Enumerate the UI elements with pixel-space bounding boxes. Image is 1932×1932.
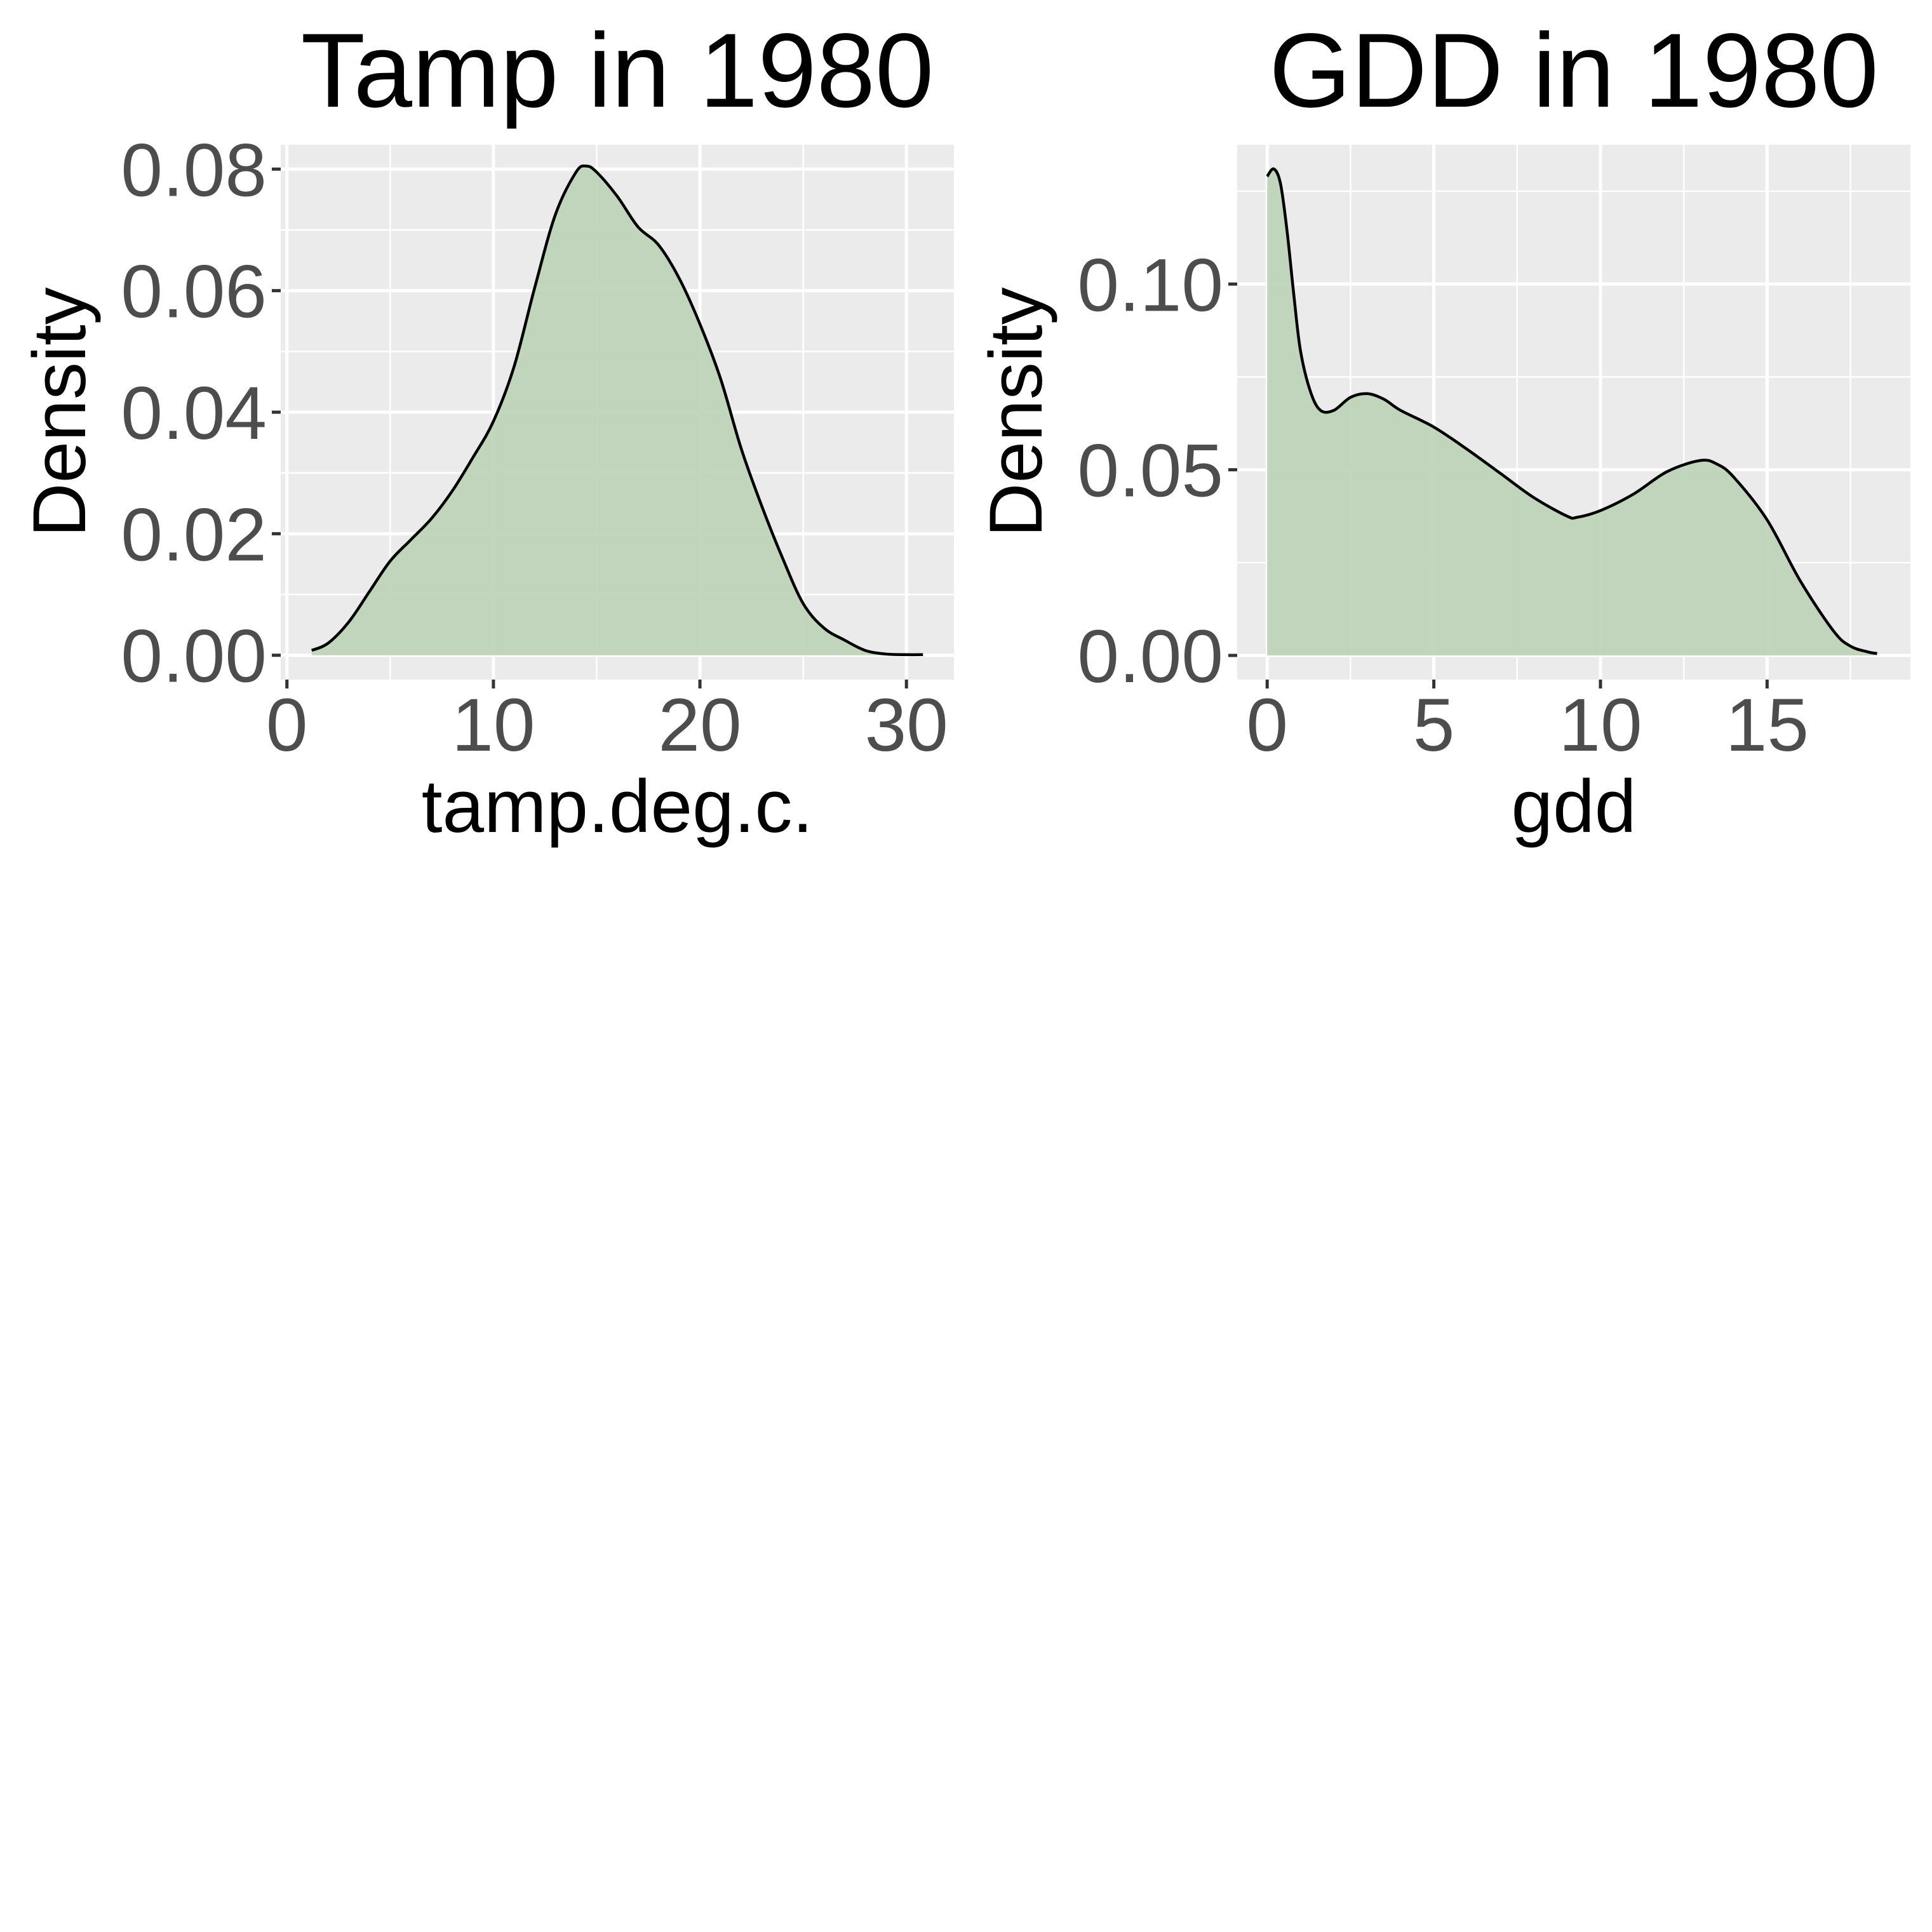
x-axis-title: tamp.deg.c.: [422, 765, 814, 849]
x-tick-label: 20: [658, 683, 741, 767]
y-tick-label: 0.05: [1077, 429, 1223, 513]
gdd-density-chart: GDD in 1980 0 5 10 15 0.00 0.05 0.10 gdd Dens…: [974, 12, 1910, 849]
x-tick-label: 15: [1726, 683, 1809, 767]
chart-title: Tamp in 1980: [301, 12, 934, 130]
y-axis-title: Density: [18, 287, 102, 537]
density-area: [1267, 168, 1877, 655]
y-tick-label: 0.00: [121, 615, 267, 699]
y-axis: 0.00 0.05 0.10: [1077, 243, 1237, 699]
x-tick-label: 10: [452, 683, 535, 767]
y-axis: 0.00 0.02 0.04 0.06 0.08: [121, 128, 281, 699]
y-tick-label: 0.02: [121, 493, 267, 577]
density-curve: [1266, 167, 1877, 655]
y-axis-title: Density: [974, 287, 1058, 537]
x-axis-title: gdd: [1512, 765, 1637, 849]
y-tick-label: 0.04: [121, 372, 267, 455]
y-tick-label: 0.08: [121, 128, 267, 212]
chart-title: GDD in 1980: [1269, 12, 1879, 130]
y-tick-label: 0.10: [1077, 243, 1223, 327]
density-curve: [311, 164, 923, 657]
x-axis: 0 5 10 15: [1246, 680, 1809, 767]
tamp-density-chart: Tamp in 1980 0 10 20 30 0.000.020.040.060.0…: [18, 12, 954, 849]
x-tick-label: 5: [1413, 683, 1455, 767]
x-axis: 0 10 20 30: [266, 680, 948, 767]
x-tick-label: 10: [1559, 683, 1642, 767]
x-tick-label: 0: [266, 683, 308, 767]
x-tick-label: 30: [865, 683, 948, 767]
y-tick-label: 0.00: [1077, 615, 1223, 699]
x-tick-label: 0: [1246, 683, 1288, 767]
density-area: [311, 166, 923, 655]
y-tick-label: 0.06: [121, 250, 267, 334]
